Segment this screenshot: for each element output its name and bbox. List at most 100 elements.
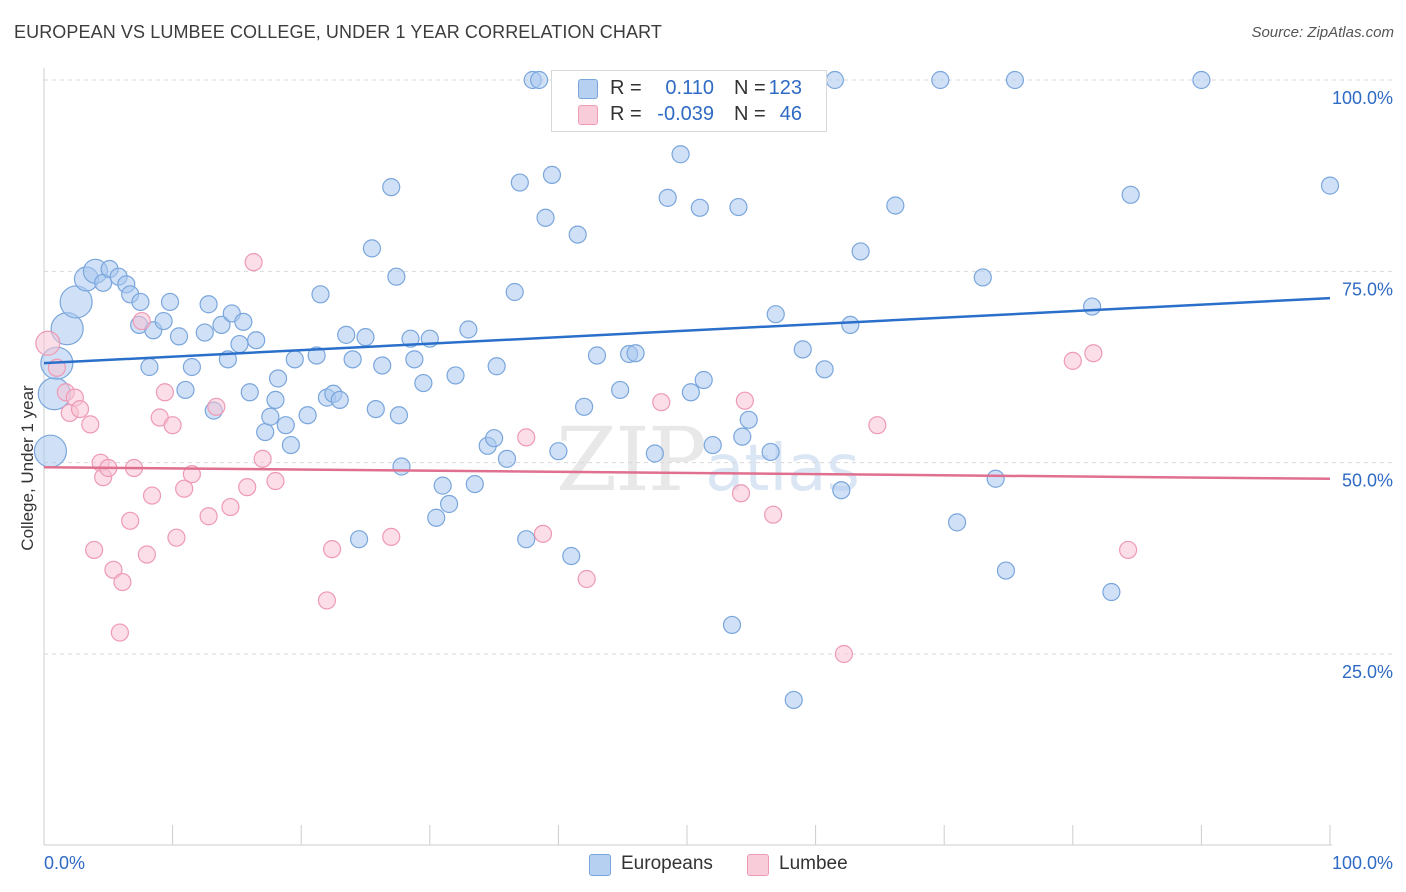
data-point-lumbee xyxy=(104,560,123,579)
data-point-europeans xyxy=(1005,70,1025,90)
data-point-lumbee xyxy=(207,397,226,416)
data-point-lumbee xyxy=(317,591,337,610)
data-point-europeans xyxy=(439,494,459,514)
data-point-europeans xyxy=(459,320,478,339)
data-point-lumbee xyxy=(735,391,754,410)
data-point-europeans xyxy=(356,328,375,347)
data-point-europeans xyxy=(986,469,1005,488)
data-point-europeans xyxy=(195,323,214,342)
data-point-europeans xyxy=(382,178,401,197)
data-point-europeans xyxy=(446,366,465,385)
data-point-europeans xyxy=(389,406,409,425)
data-point-europeans xyxy=(131,292,150,312)
watermark-zip: ZIP xyxy=(556,408,707,511)
data-point-europeans xyxy=(392,457,411,476)
data-point-lumbee xyxy=(764,505,783,524)
data-point-europeans xyxy=(549,442,568,461)
data-point-europeans xyxy=(140,357,159,377)
legend-swatch-lumbee xyxy=(747,854,769,876)
data-point-europeans xyxy=(343,350,362,369)
data-point-europeans xyxy=(307,346,326,365)
data-point-europeans xyxy=(690,198,709,217)
chart-title: EUROPEAN VS LUMBEE COLLEGE, UNDER 1 YEAR… xyxy=(14,22,662,42)
legend-n-label: N = xyxy=(734,103,766,125)
data-point-lumbee xyxy=(1084,344,1103,363)
data-point-europeans xyxy=(247,331,266,350)
data-point-europeans xyxy=(199,295,218,314)
data-point-lumbee xyxy=(577,569,596,589)
data-point-europeans xyxy=(568,225,587,244)
legend-row-europeans: R = 0.110 N = 123 xyxy=(552,75,826,101)
data-point-europeans xyxy=(1192,70,1211,90)
data-point-europeans xyxy=(268,369,288,388)
data-point-europeans xyxy=(405,350,424,369)
data-point-lumbee xyxy=(142,486,162,505)
data-point-europeans xyxy=(487,357,506,376)
data-point-lumbee xyxy=(113,572,132,592)
legend-r-value: 0.110 xyxy=(665,77,714,99)
data-point-europeans xyxy=(517,530,536,549)
data-point-lumbee xyxy=(382,527,401,547)
data-point-europeans xyxy=(176,380,195,400)
data-point-europeans xyxy=(285,350,304,369)
data-point-europeans xyxy=(349,530,369,549)
data-point-lumbee xyxy=(199,507,218,526)
x-tick-label: 0.0% xyxy=(44,853,85,873)
data-point-europeans xyxy=(562,546,581,566)
data-point-europeans xyxy=(739,410,758,429)
legend-swatch-lumbee xyxy=(578,105,598,125)
bottom-legend-europeans[interactable]: Europeans xyxy=(589,852,729,876)
bottom-legend-lumbee[interactable]: Lumbee xyxy=(747,852,867,876)
data-point-europeans xyxy=(886,196,905,215)
chart-source: Source: ZipAtlas.com xyxy=(1251,24,1394,41)
data-point-europeans xyxy=(694,370,713,390)
legend-n-label: N = xyxy=(734,77,766,99)
data-point-lumbee xyxy=(868,416,887,435)
y-axis-title: College, Under 1 year xyxy=(18,385,37,551)
data-point-lumbee xyxy=(1118,540,1138,560)
data-point-europeans xyxy=(671,145,690,164)
data-point-europeans xyxy=(505,282,524,302)
legend-swatch-europeans xyxy=(578,79,598,99)
data-point-europeans xyxy=(281,435,301,455)
data-point-europeans xyxy=(722,615,742,635)
data-point-europeans xyxy=(626,344,645,363)
data-point-europeans xyxy=(784,690,803,710)
data-point-europeans xyxy=(729,197,748,217)
data-point-europeans xyxy=(330,390,349,410)
data-point-lumbee xyxy=(322,540,342,559)
data-point-europeans xyxy=(311,285,330,304)
data-point-europeans xyxy=(681,383,700,402)
data-point-europeans xyxy=(160,292,180,312)
data-point-europeans xyxy=(832,481,851,500)
data-point-europeans xyxy=(276,416,295,435)
watermark: ZIPatlas xyxy=(556,408,860,511)
data-point-europeans xyxy=(536,208,555,227)
data-point-europeans xyxy=(266,390,285,410)
data-point-lumbee xyxy=(163,416,182,435)
data-point-europeans xyxy=(645,444,664,463)
data-point-europeans xyxy=(841,315,860,335)
data-point-europeans xyxy=(587,346,607,365)
data-point-lumbee xyxy=(35,330,61,356)
data-point-lumbee xyxy=(137,545,156,564)
data-point-europeans xyxy=(733,427,752,446)
data-point-europeans xyxy=(973,268,992,287)
data-point-europeans xyxy=(33,434,68,468)
data-point-europeans xyxy=(362,239,382,258)
data-point-europeans xyxy=(373,356,392,375)
data-point-europeans xyxy=(1082,297,1102,316)
legend-label-europeans: Europeans xyxy=(621,853,713,874)
data-point-europeans xyxy=(465,474,484,494)
x-tick-label: 100.0% xyxy=(1332,853,1393,873)
data-point-europeans xyxy=(298,406,317,425)
data-point-europeans xyxy=(761,442,780,462)
data-point-lumbee xyxy=(253,449,272,468)
data-point-europeans xyxy=(825,70,844,90)
data-point-europeans xyxy=(485,429,504,448)
data-point-europeans xyxy=(793,340,812,359)
data-point-europeans xyxy=(851,242,870,261)
legend-r-label: R = xyxy=(610,77,642,99)
data-point-europeans xyxy=(497,449,517,468)
